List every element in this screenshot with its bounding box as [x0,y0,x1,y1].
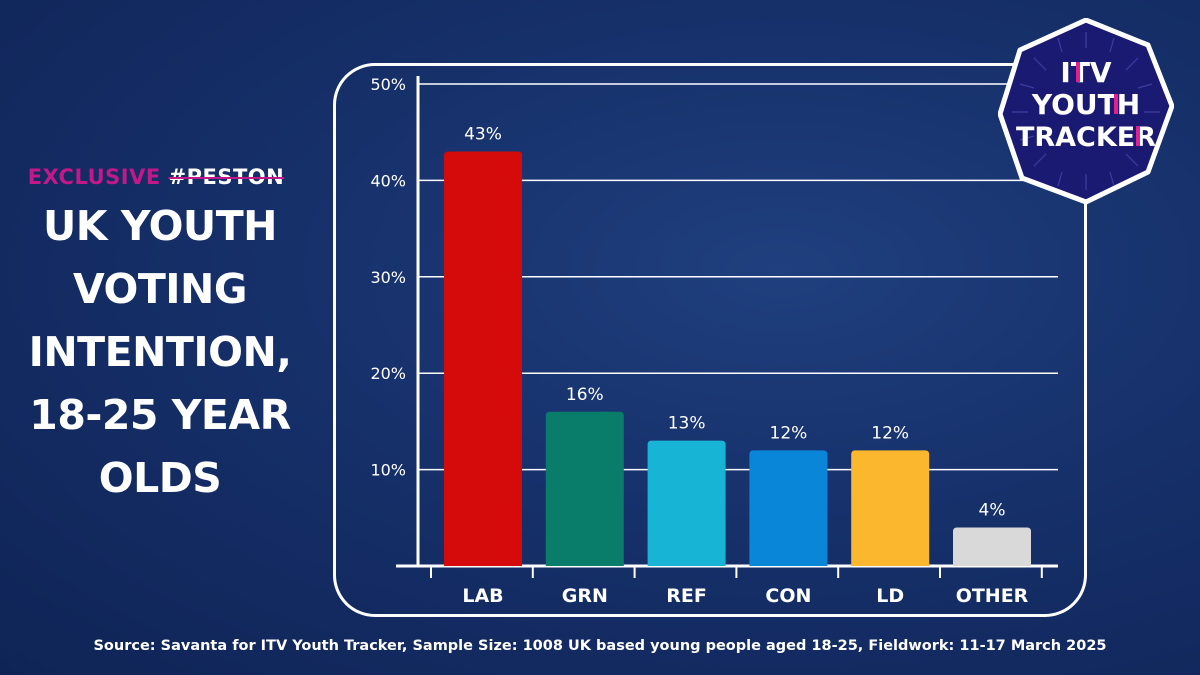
chart-title: UK YOUTH VOTING INTENTION, 18-25 YEAR OL… [0,195,320,510]
title-line: 18-25 YEAR [29,391,291,439]
bar-con [749,450,828,566]
title-panel: EXCLUSIVE #PESTON UK YOUTH VOTING INTENT… [0,165,320,510]
bar-ref [647,440,726,566]
data-label: 4% [979,500,1006,520]
logo-accent-mark [1076,62,1080,82]
x-tick-label: OTHER [956,585,1029,607]
y-tick-label: 30% [370,268,406,287]
data-label: 12% [871,423,909,443]
data-label: 13% [668,414,706,434]
logo-text-itv: ITV [1060,56,1112,89]
title-line: UK YOUTH [43,202,278,250]
logo-text-tracker: TRACKER [1016,122,1156,153]
data-label: 16% [566,385,604,405]
peston-hashtag: #PESTON [168,165,285,189]
exclusive-tag: EXCLUSIVE #PESTON [0,165,320,189]
y-tick-label: 40% [370,171,406,190]
x-tick-label: LD [876,585,904,607]
bar-grn [545,411,624,566]
chart-frame [333,63,1087,617]
title-line: VOTING [72,265,248,313]
y-tick-label: 20% [370,364,406,383]
bar-lab [444,151,522,567]
x-tick-label: REF [666,585,707,607]
y-tick-label: 50% [370,75,406,94]
x-tick-label: GRN [562,585,608,607]
x-tick-label: LAB [462,585,503,607]
bar-other [953,527,1031,566]
x-tick-label: CON [765,585,811,607]
data-label: 12% [770,423,808,443]
bar-ld [851,450,930,566]
itv-youth-tracker-logo: ITV YOUTH TRACKER [998,18,1174,205]
source-note: Source: Savanta for ITV Youth Tracker, S… [93,638,1107,654]
logo-accent-mark [1114,94,1118,114]
logo-accent-mark [1136,126,1140,146]
exclusive-label: EXCLUSIVE [27,165,161,189]
logo-text-youth: YOUTH [1031,88,1140,121]
title-line: INTENTION, [28,328,292,376]
y-tick-label: 10% [370,461,406,480]
title-line: OLDS [98,454,222,502]
data-label: 43% [464,124,502,144]
